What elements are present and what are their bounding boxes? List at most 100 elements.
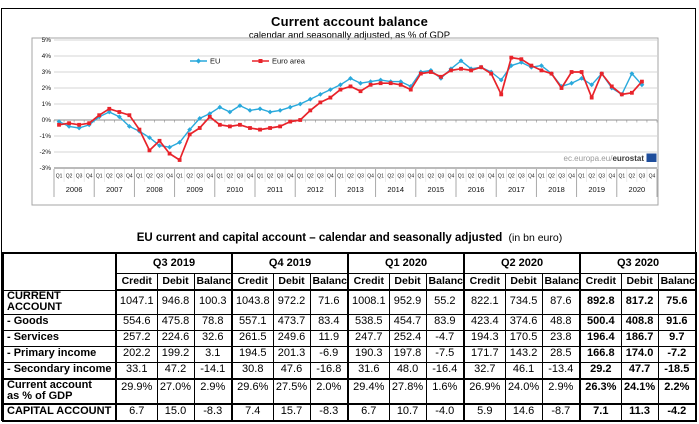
quarter-label: Q1 xyxy=(257,174,264,180)
table-cell: 946.8 xyxy=(156,289,195,315)
data-point xyxy=(609,84,614,89)
quarter-label: Q3 xyxy=(518,174,525,180)
table-cell: 423.4 xyxy=(463,313,506,331)
row-label: Current account as % of GDP xyxy=(2,377,117,405)
quarter-label: Q4 xyxy=(608,174,615,180)
column-group-header: Q1 2020 xyxy=(347,252,465,274)
data-point xyxy=(167,144,172,150)
quarter-label: Q4 xyxy=(287,174,294,180)
quarter-label: Q4 xyxy=(488,174,495,180)
data-point xyxy=(388,81,393,86)
quarter-label: Q3 xyxy=(317,174,324,180)
quarter-label: Q4 xyxy=(86,174,93,180)
row-label: CURRENT ACCOUNT xyxy=(2,289,117,315)
data-point xyxy=(147,135,152,140)
data-point xyxy=(126,124,132,129)
quarter-label: Q1 xyxy=(216,174,223,180)
data-point xyxy=(127,113,132,118)
table-row: - Secondary income 33.1 47.2 -14.1 30.8 47.6-… xyxy=(2,361,697,380)
data-point xyxy=(640,79,644,84)
quarter-label: Q1 xyxy=(538,174,545,180)
table-cell: -4.7 xyxy=(425,329,465,347)
table-cell: 91.6 xyxy=(657,313,697,331)
quarter-label: Q2 xyxy=(227,174,234,180)
data-point xyxy=(629,90,634,95)
quarter-label: Q1 xyxy=(618,174,625,180)
plot-frame xyxy=(31,37,659,206)
data-point xyxy=(268,126,272,130)
quarter-label: Q3 xyxy=(598,174,605,180)
data-point xyxy=(328,95,333,100)
table-cell: -4.2 xyxy=(657,402,697,422)
data-point xyxy=(348,84,353,89)
data-point xyxy=(66,124,72,129)
data-point xyxy=(248,126,252,130)
table-cell: 186.7 xyxy=(620,329,659,347)
year-label: 2020 xyxy=(629,185,646,194)
data-point xyxy=(439,74,443,79)
table-cell: 249.6 xyxy=(272,329,311,347)
quarter-label: Q2 xyxy=(186,174,193,180)
table-cell: 166.8 xyxy=(579,345,622,363)
quarter-label: Q4 xyxy=(568,174,575,180)
data-point xyxy=(589,82,595,88)
table-cell: 55.2 xyxy=(425,289,465,315)
data-point xyxy=(368,82,373,87)
sub-column-header: Credit xyxy=(463,273,506,291)
quarter-label: Q3 xyxy=(357,174,364,180)
data-point xyxy=(207,111,213,116)
table-cell: 27.5% xyxy=(272,377,311,405)
table-cell: 374.6 xyxy=(504,313,543,331)
data-point xyxy=(56,119,62,124)
year-label: 2006 xyxy=(66,185,83,194)
legend-label: EU xyxy=(210,57,220,66)
quarter-label: Q1 xyxy=(417,174,424,180)
row-label: - Primary income xyxy=(2,345,117,363)
data-point xyxy=(418,71,423,76)
table-cell: 31.6 xyxy=(347,361,390,380)
table-cell: 500.4 xyxy=(579,313,622,331)
year-label: 2012 xyxy=(307,185,324,194)
chart-subtitle: calendar and seasonally adjusted, as % o… xyxy=(248,30,451,41)
quarter-label: Q2 xyxy=(468,174,475,180)
y-tick-label: -1% xyxy=(39,133,51,140)
column-group-header: Q3 2020 xyxy=(579,252,697,274)
table-cell: 734.5 xyxy=(504,289,543,315)
data-point xyxy=(549,71,554,76)
quarter-label: Q1 xyxy=(56,174,63,180)
table-cell: 15.7 xyxy=(272,402,311,422)
table-cell: 194.3 xyxy=(463,329,506,347)
table-cell: 201.3 xyxy=(272,345,311,363)
table-cell: 6.7 xyxy=(347,402,390,422)
table-cell: 9.7 xyxy=(657,329,697,347)
data-point xyxy=(237,103,243,108)
data-point xyxy=(147,148,152,153)
data-point xyxy=(559,86,564,90)
table-cell: 47.6 xyxy=(272,361,311,380)
data-point xyxy=(207,114,212,119)
table-cell: 892.8 xyxy=(579,289,622,315)
data-point xyxy=(137,127,142,132)
data-point xyxy=(428,70,433,74)
table-row: - Primary income 202.2 199.2 3.1 194.5 201.3-… xyxy=(2,345,697,363)
quarter-label: Q4 xyxy=(367,174,374,180)
quarter-label: Q2 xyxy=(347,174,354,180)
table-cell: 29.4% xyxy=(347,377,390,405)
data-point xyxy=(629,71,635,76)
data-point xyxy=(157,143,162,148)
table-cell: 1.6% xyxy=(425,377,465,405)
table-cell: 28.5 xyxy=(541,345,581,363)
table-cell: 6.7 xyxy=(115,402,158,422)
table-cell: 817.2 xyxy=(620,289,659,315)
table-cell: 174.0 xyxy=(620,345,659,363)
data-point xyxy=(358,80,363,86)
current-account-line-chart: 5%4%3%2%1%0%-1%-2%-3%Q1 Q2 Q3 Q4 Q1 Q2 Q3 Q4 Q1 Q… xyxy=(31,37,659,206)
table-cell: 408.8 xyxy=(620,313,659,331)
table-row: - Goods 554.6 475.8 78.8 557.1 473.7 83.4 538.5… xyxy=(2,313,697,331)
table-cell: 47.2 xyxy=(156,361,195,380)
watermark-text: ec.europa.eu/eurostat xyxy=(564,154,645,163)
data-point xyxy=(499,92,504,97)
data-point xyxy=(116,114,122,120)
quarter-label: Q2 xyxy=(588,174,595,180)
table-cell: 71.6 xyxy=(309,289,349,315)
